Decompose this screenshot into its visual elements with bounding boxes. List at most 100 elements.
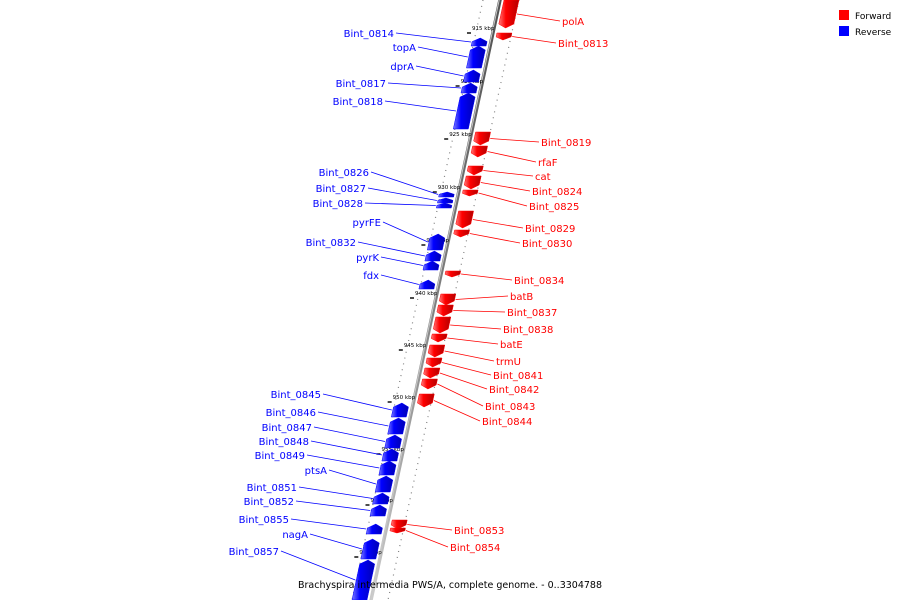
gene-label-bint_0847[interactable]: Bint_0847 <box>262 423 312 434</box>
gene-label-bint_0838[interactable]: Bint_0838 <box>503 325 553 336</box>
gene-label-bate[interactable]: batE <box>500 340 523 351</box>
gene-pola-arrow[interactable] <box>498 0 520 29</box>
gene-label-fdx[interactable]: fdx <box>363 271 379 282</box>
gene-label-batb[interactable]: batB <box>510 292 533 303</box>
label-leader-line <box>469 233 521 244</box>
gene-bint_0853-arrow[interactable] <box>390 519 408 530</box>
gene-label-rfaf[interactable]: rfaF <box>538 158 558 169</box>
tick-label: 915 kbp <box>472 26 495 32</box>
gene-batb-arrow[interactable] <box>439 293 457 306</box>
gene-dpra-arrow[interactable] <box>463 69 481 83</box>
gene-label-bint_0814[interactable]: Bint_0814 <box>344 29 394 40</box>
gene-bint_0819-arrow[interactable] <box>473 131 491 146</box>
gene-bint_0829-arrow[interactable] <box>455 210 474 229</box>
gene-label-bint_0855[interactable]: Bint_0855 <box>239 515 289 526</box>
gene-bint_0844-arrow[interactable] <box>417 393 435 408</box>
gene-label-bint_0826[interactable]: Bint_0826 <box>319 168 369 179</box>
gene-label-bint_0819[interactable]: Bint_0819 <box>541 138 591 149</box>
gene-bint_0855-arrow[interactable] <box>365 523 383 535</box>
label-leader-line <box>380 256 423 266</box>
gene-fdx-arrow[interactable] <box>418 279 436 290</box>
gene-label-ptsa[interactable]: ptsA <box>305 466 327 477</box>
gene-rfaf-arrow[interactable] <box>470 145 488 158</box>
gene-label-pyrfe[interactable]: pyrFE <box>353 218 381 229</box>
gene-label-bint_0842[interactable]: Bint_0842 <box>489 385 539 396</box>
label-leader-line <box>433 400 481 422</box>
gene-bint_0845-arrow[interactable] <box>390 402 409 418</box>
gene-label-bint_0828[interactable]: Bint_0828 <box>313 199 363 210</box>
gene-bint_0849-arrow[interactable] <box>378 460 397 476</box>
gene-bint_0857-arrow[interactable] <box>351 559 375 600</box>
gene-bint_0842-arrow[interactable] <box>423 367 441 379</box>
gene-topa-arrow[interactable] <box>466 45 486 69</box>
gene-label-bint_0851[interactable]: Bint_0851 <box>247 483 297 494</box>
gene-bint_0851-arrow[interactable] <box>372 492 390 505</box>
gene-label-dpra[interactable]: dprA <box>390 62 414 73</box>
gene-naga-arrow[interactable] <box>360 538 380 560</box>
label-leader-line <box>490 138 540 143</box>
gene-label-bint_0827[interactable]: Bint_0827 <box>316 184 366 195</box>
gene-trmu-arrow[interactable] <box>427 344 446 358</box>
gene-label-bint_0841[interactable]: Bint_0841 <box>493 371 543 382</box>
gene-bint_0847-arrow[interactable] <box>384 434 402 449</box>
gene-label-cat[interactable]: cat <box>535 172 551 183</box>
gene-bint_0854-arrow[interactable] <box>389 527 406 534</box>
gene-label-pola[interactable]: polA <box>562 17 584 28</box>
gene-label-bint_0829[interactable]: Bint_0829 <box>525 224 575 235</box>
label-leader-line <box>298 486 373 499</box>
gene-label-topa[interactable]: topA <box>393 43 416 54</box>
gene-label-bint_0818[interactable]: Bint_0818 <box>333 97 383 108</box>
gene-label-bint_0844[interactable]: Bint_0844 <box>482 417 532 428</box>
gene-label-bint_0813[interactable]: Bint_0813 <box>558 39 608 50</box>
gene-bint_0830-arrow[interactable] <box>453 229 470 238</box>
label-leader-line <box>387 82 462 89</box>
label-leader-line <box>328 469 377 485</box>
gene-bint_0818-arrow[interactable] <box>452 92 476 130</box>
gene-label-bint_0834[interactable]: Bint_0834 <box>514 276 564 287</box>
gene-label-bint_0852[interactable]: Bint_0852 <box>244 497 294 508</box>
gene-label-bint_0846[interactable]: Bint_0846 <box>266 408 316 419</box>
label-leader-line <box>384 100 457 112</box>
gene-bint_0825-arrow[interactable] <box>462 189 479 197</box>
gene-label-naga[interactable]: nagA <box>282 530 308 541</box>
gene-label-bint_0817[interactable]: Bint_0817 <box>336 79 386 90</box>
gene-bint_0841-arrow[interactable] <box>425 357 443 368</box>
label-leader-line <box>483 170 534 177</box>
gene-label-bint_0848[interactable]: Bint_0848 <box>259 437 309 448</box>
gene-bint_0837-arrow[interactable] <box>436 304 454 317</box>
gene-label-bint_0857[interactable]: Bint_0857 <box>229 547 279 558</box>
gene-bint_0827-arrow[interactable] <box>437 197 454 204</box>
gene-label-bint_0843[interactable]: Bint_0843 <box>485 402 535 413</box>
gene-bate-arrow[interactable] <box>430 333 448 343</box>
label-leader-line <box>516 13 561 22</box>
gene-label-bint_0824[interactable]: Bint_0824 <box>532 187 582 198</box>
gene-label-bint_0825[interactable]: Bint_0825 <box>529 202 579 213</box>
gene-pyrfe-arrow[interactable] <box>426 233 446 251</box>
gene-label-bint_0849[interactable]: Bint_0849 <box>255 451 305 462</box>
gene-bint_0838-arrow[interactable] <box>433 316 452 334</box>
gene-bint_0834-arrow[interactable] <box>444 270 462 278</box>
gene-bint_0826-arrow[interactable] <box>438 191 455 198</box>
gene-label-trmu[interactable]: trmU <box>496 357 521 368</box>
gene-label-pyrk[interactable]: pyrK <box>356 253 379 264</box>
genome-caption: Brachyspira intermedia PWS/A, complete g… <box>298 580 602 591</box>
gene-label-bint_0830[interactable]: Bint_0830 <box>522 239 572 250</box>
gene-bint_0843-arrow[interactable] <box>420 378 438 390</box>
gene-bint_0814-arrow[interactable] <box>470 37 488 47</box>
gene-bint_0828-arrow[interactable] <box>435 202 453 209</box>
gene-label-bint_0832[interactable]: Bint_0832 <box>306 238 356 249</box>
gene-bint_0852-arrow[interactable] <box>369 504 387 517</box>
gene-bint_0846-arrow[interactable] <box>387 417 406 435</box>
gene-cat-arrow[interactable] <box>466 165 484 176</box>
gene-bint_0813-arrow[interactable] <box>495 32 513 41</box>
gene-ptsa-arrow[interactable] <box>374 475 394 493</box>
tick-label: 945 kbp <box>404 343 427 349</box>
gene-label-bint_0845[interactable]: Bint_0845 <box>271 390 321 401</box>
gene-pyrk-arrow[interactable] <box>422 260 440 271</box>
gene-bint_0824-arrow[interactable] <box>463 175 482 190</box>
gene-label-bint_0854[interactable]: Bint_0854 <box>450 543 500 554</box>
label-leader-line <box>370 171 439 195</box>
gene-label-bint_0853[interactable]: Bint_0853 <box>454 526 504 537</box>
label-leader-line <box>450 324 502 330</box>
gene-label-bint_0837[interactable]: Bint_0837 <box>507 308 557 319</box>
